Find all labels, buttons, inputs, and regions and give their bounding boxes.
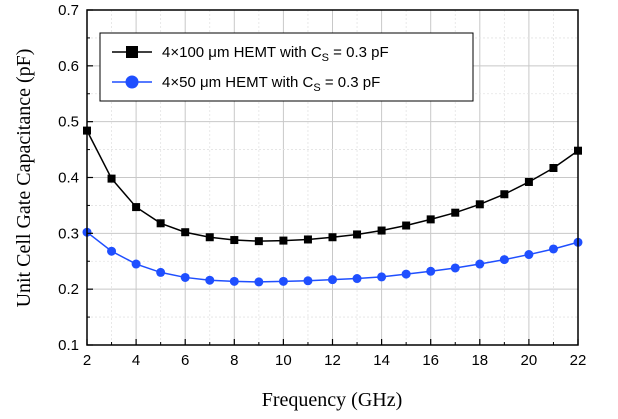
y-axis-ticks: 0.1 0.2 0.3 0.4 0.5 0.6 0.7 xyxy=(58,2,93,354)
data-point xyxy=(353,230,362,239)
x-tick-label: 10 xyxy=(275,352,292,369)
data-point xyxy=(132,203,141,212)
data-point xyxy=(328,233,337,242)
y-tick-label: 0.7 xyxy=(58,2,79,19)
x-tick-label: 20 xyxy=(521,352,538,369)
data-point xyxy=(303,276,313,286)
data-point xyxy=(500,190,509,199)
data-point xyxy=(254,277,264,287)
x-tick-label: 16 xyxy=(422,352,439,369)
y-tick-label: 0.6 xyxy=(58,58,79,75)
data-point xyxy=(377,226,386,235)
data-point xyxy=(524,250,534,260)
data-point xyxy=(156,219,165,228)
data-point xyxy=(279,236,288,245)
data-point xyxy=(254,237,263,246)
x-axis-ticks: 2 4 6 8 10 12 14 16 18 20 22 xyxy=(83,339,587,369)
data-point xyxy=(426,266,436,276)
x-tick-label: 4 xyxy=(132,352,140,369)
legend-item-2: 4×50 μm HEMT with CS = 0.3 pF xyxy=(112,74,380,94)
series-2 xyxy=(82,227,583,287)
data-point xyxy=(426,215,435,224)
data-point xyxy=(205,275,215,285)
legend: 4×100 μm HEMT with CS = 0.3 pF 4×50 μm H… xyxy=(99,32,474,102)
data-point xyxy=(475,259,485,269)
data-point xyxy=(499,255,509,265)
legend-item-1: 4×100 μm HEMT with CS = 0.3 pF xyxy=(112,44,389,64)
data-point xyxy=(107,246,117,256)
data-point xyxy=(131,259,141,269)
legend-label-2-sub: S xyxy=(313,82,320,94)
x-tick-label: 2 xyxy=(83,352,91,369)
data-point xyxy=(229,276,239,286)
legend-label-1-main: 4×100 μm HEMT with C xyxy=(162,44,322,61)
data-point xyxy=(181,228,190,237)
x-tick-label: 6 xyxy=(181,352,189,369)
data-point xyxy=(548,244,558,254)
x-tick-label: 8 xyxy=(230,352,238,369)
legend-label-2-main: 4×50 μm HEMT with C xyxy=(162,74,313,91)
data-point xyxy=(230,236,239,245)
data-point xyxy=(205,233,214,242)
data-point xyxy=(402,221,411,230)
y-axis-title: Unit Cell Gate Capacitance (pF) xyxy=(13,49,35,308)
y-tick-label: 0.5 xyxy=(58,114,79,131)
data-point xyxy=(328,275,337,285)
data-point xyxy=(278,276,288,286)
legend-label-1-sub: S xyxy=(322,52,329,64)
data-point xyxy=(377,272,387,282)
data-point xyxy=(475,200,484,209)
data-point xyxy=(107,174,116,183)
data-point xyxy=(451,208,460,217)
x-tick-label: 14 xyxy=(373,352,390,369)
legend-label-2: 4×50 μm HEMT with CS = 0.3 pF xyxy=(162,74,380,94)
y-tick-label: 0.1 xyxy=(58,337,79,354)
legend-box xyxy=(99,32,474,102)
legend-label-1-tail: = 0.3 pF xyxy=(329,44,389,61)
data-point xyxy=(450,263,460,273)
y-tick-label: 0.3 xyxy=(58,225,79,242)
y-tick-label: 0.2 xyxy=(58,281,79,298)
data-point xyxy=(156,267,166,277)
legend-label-2-tail: = 0.3 pF xyxy=(321,74,381,91)
legend-marker-circle xyxy=(125,75,139,89)
x-tick-label: 12 xyxy=(324,352,341,369)
data-point xyxy=(303,235,312,244)
data-point xyxy=(352,274,362,284)
x-axis-title: Frequency (GHz) xyxy=(262,389,403,411)
x-tick-label: 18 xyxy=(471,352,488,369)
data-point xyxy=(401,269,411,279)
legend-marker-square xyxy=(126,46,138,58)
data-point xyxy=(549,164,558,173)
y-tick-label: 0.4 xyxy=(58,170,79,187)
x-tick-label: 22 xyxy=(570,352,587,369)
legend-label-1: 4×100 μm HEMT with CS = 0.3 pF xyxy=(162,44,389,64)
data-point xyxy=(180,272,190,282)
data-point xyxy=(524,177,533,186)
